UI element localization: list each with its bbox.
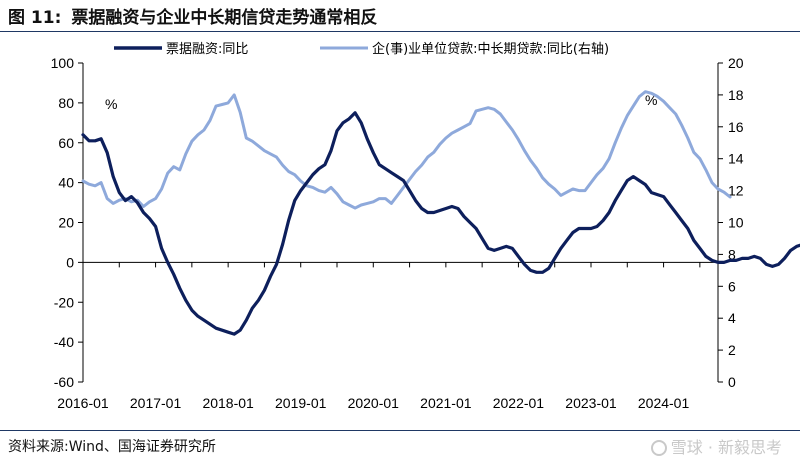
series-line-mlt-loans xyxy=(81,90,732,210)
left-axis-unit: % xyxy=(105,96,117,112)
right-tick-label: 20 xyxy=(728,55,744,71)
watermark-text: 雪球 · 新毅思考 xyxy=(670,438,782,457)
chart-legend: 票据融资:同比 企(事)业单位贷款:中长期贷款:同比(右轴) xyxy=(114,41,609,57)
right-tick-label: 2 xyxy=(728,342,736,358)
source-note: 资料来源:Wind、国海证券研究所 xyxy=(8,439,216,455)
right-tick-label: 10 xyxy=(728,215,744,231)
left-tick-label: 20 xyxy=(58,215,74,231)
left-tick-label: -40 xyxy=(54,334,74,350)
right-tick-label: 6 xyxy=(728,278,736,294)
left-tick-label: -20 xyxy=(54,294,74,310)
right-tick-label: 0 xyxy=(728,374,736,390)
right-tick-label: 8 xyxy=(728,246,736,262)
right-tick-label: 14 xyxy=(728,151,744,167)
left-tick-label: 40 xyxy=(58,175,74,191)
x-tick-label: 2024-01 xyxy=(638,395,690,411)
snowball-logo-icon xyxy=(650,440,667,456)
left-tick-label: 80 xyxy=(58,95,74,111)
right-tick-label: 12 xyxy=(728,183,744,199)
x-tick-label: 2018-01 xyxy=(202,395,254,411)
right-tick-label: 16 xyxy=(728,119,744,135)
right-tick-label: 18 xyxy=(728,87,744,103)
left-tick-label: 60 xyxy=(58,135,74,151)
chart-axes: -60-40-200204060801000246810121416182020… xyxy=(51,55,744,411)
figure-title-bar: 图 11: 票据融资与企业中长期信贷走势通常相反 xyxy=(0,0,800,32)
figure-number: 图 11: xyxy=(8,8,62,28)
x-tick-label: 2023-01 xyxy=(565,395,617,411)
figure-footer: 资料来源:Wind、国海证券研究所 雪球 · 新毅思考 xyxy=(0,430,800,459)
x-tick-label: 2016-01 xyxy=(57,395,109,411)
x-tick-label: 2021-01 xyxy=(420,395,472,411)
right-tick-label: 4 xyxy=(728,310,736,326)
chart-lines xyxy=(81,90,800,336)
left-tick-label: -60 xyxy=(54,374,74,390)
chart-area: 票据融资:同比 企(事)业单位贷款:中长期贷款:同比(右轴) % % -60-4… xyxy=(51,41,800,411)
x-tick-label: 2020-01 xyxy=(348,395,400,411)
legend-label-series1: 票据融资:同比 xyxy=(166,42,248,57)
legend-label-series2: 企(事)业单位贷款:中长期贷款:同比(右轴) xyxy=(372,41,609,57)
x-tick-label: 2022-01 xyxy=(493,395,545,411)
series-line-bill-financing xyxy=(81,111,800,336)
figure-title: 票据融资与企业中长期信贷走势通常相反 xyxy=(71,8,378,28)
x-tick-label: 2017-01 xyxy=(130,395,182,411)
left-tick-label: 100 xyxy=(51,55,75,71)
left-tick-label: 0 xyxy=(66,254,74,270)
watermark: 雪球 · 新毅思考 xyxy=(650,434,782,458)
x-tick-label: 2019-01 xyxy=(275,395,327,411)
